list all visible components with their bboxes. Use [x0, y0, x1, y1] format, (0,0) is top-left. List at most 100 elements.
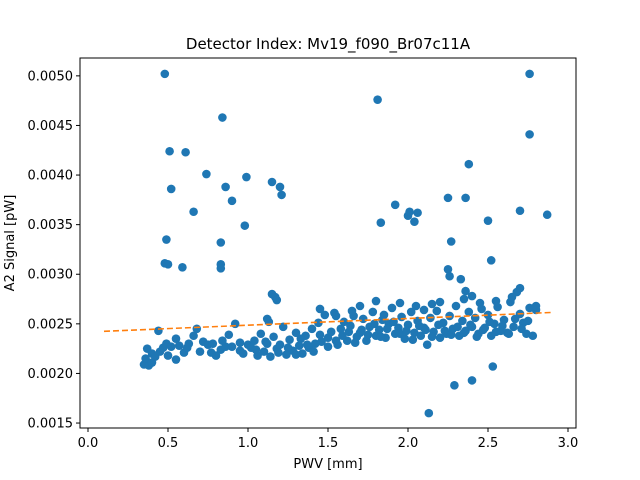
- x-tick-label: 3.0: [558, 436, 579, 451]
- data-point: [427, 299, 437, 309]
- x-axis: 0.0 0.5 1.0 1.5 2.0 2.5 3.0: [78, 428, 579, 451]
- data-point: [422, 340, 432, 349]
- data-point: [274, 348, 283, 357]
- data-point: [395, 329, 405, 339]
- data-point: [464, 159, 474, 169]
- data-point: [227, 342, 237, 351]
- axes-frame: [79, 57, 577, 429]
- data-point: [504, 329, 514, 339]
- data-point: [509, 322, 518, 332]
- y-tick-label: 0.0045: [28, 119, 74, 134]
- data-point: [195, 347, 205, 356]
- data-point: [515, 283, 525, 293]
- data-point: [411, 301, 421, 311]
- data-point: [272, 295, 282, 305]
- data-point: [269, 332, 278, 342]
- data-point: [314, 318, 323, 328]
- data-point: [230, 319, 240, 329]
- data-point: [510, 314, 520, 324]
- y-tick-label: 0.0025: [28, 317, 74, 332]
- data-point: [171, 355, 181, 364]
- data-point: [461, 193, 470, 203]
- data-point: [216, 263, 226, 273]
- data-point: [478, 325, 488, 335]
- data-point: [192, 324, 202, 334]
- data-point: [267, 177, 277, 187]
- data-point: [291, 350, 301, 359]
- data-point: [507, 292, 517, 302]
- data-point: [371, 296, 381, 306]
- data-point: [432, 306, 442, 316]
- data-point: [531, 301, 541, 311]
- data-point: [294, 341, 304, 350]
- data-point: [374, 325, 384, 335]
- data-point: [261, 337, 270, 347]
- data-point: [208, 339, 218, 348]
- data-point: [344, 327, 354, 337]
- plot-area: [103, 69, 553, 418]
- data-point: [450, 381, 459, 390]
- data-point: [467, 291, 477, 301]
- data-point: [413, 208, 422, 218]
- data-point: [216, 238, 226, 247]
- x-tick-label: 0.0: [78, 436, 99, 451]
- data-point: [379, 310, 389, 320]
- data-point: [466, 320, 475, 330]
- data-point: [408, 335, 418, 345]
- y-tick-label: 0.0020: [28, 367, 74, 382]
- x-tick-label: 1.5: [318, 436, 339, 451]
- data-point: [387, 303, 397, 313]
- data-point: [451, 301, 461, 311]
- data-point: [242, 172, 251, 182]
- data-point: [405, 207, 414, 217]
- data-point: [317, 337, 326, 347]
- data-point: [291, 328, 301, 338]
- data-point: [498, 321, 507, 331]
- data-point: [189, 331, 198, 341]
- data-point: [221, 182, 230, 192]
- data-point: [416, 331, 426, 341]
- data-point: [202, 169, 211, 179]
- data-point: [459, 328, 469, 338]
- data-point: [309, 347, 318, 356]
- data-point: [446, 330, 456, 340]
- data-point: [435, 297, 445, 307]
- y-tick-label: 0.0040: [28, 169, 74, 184]
- data-point: [181, 147, 190, 157]
- data-point: [397, 312, 406, 322]
- data-point: [483, 216, 493, 225]
- y-tick-label: 0.0015: [28, 417, 74, 432]
- data-point: [491, 296, 501, 306]
- data-point: [307, 324, 317, 334]
- y-tick-label: 0.0030: [28, 268, 74, 283]
- data-point: [358, 314, 368, 324]
- data-point: [162, 235, 171, 244]
- data-point: [370, 319, 379, 329]
- x-tick-label: 2.0: [398, 436, 419, 451]
- data-point: [163, 260, 173, 269]
- data-point: [424, 408, 434, 418]
- data-point: [174, 341, 184, 350]
- data-point: [256, 329, 266, 339]
- data-point: [275, 182, 285, 192]
- data-point: [266, 352, 275, 361]
- data-point: [259, 347, 269, 356]
- data-point: [382, 324, 392, 334]
- data-point: [523, 316, 533, 326]
- data-point: [336, 324, 346, 334]
- data-point: [182, 343, 192, 352]
- chart-title: Detector Index: Mv19_f090_Br07c11A: [186, 35, 471, 54]
- data-point: [315, 330, 325, 340]
- data-point: [275, 340, 285, 349]
- data-point: [178, 263, 187, 272]
- data-point: [528, 331, 538, 341]
- x-tick-label: 2.5: [478, 436, 499, 451]
- data-point: [390, 200, 400, 210]
- data-point: [445, 271, 454, 281]
- x-tick-label: 0.5: [158, 436, 179, 451]
- data-point: [456, 274, 466, 284]
- y-tick-label: 0.0050: [28, 69, 74, 84]
- data-point: [355, 301, 365, 311]
- data-point: [165, 146, 174, 156]
- fit-line: [103, 311, 553, 333]
